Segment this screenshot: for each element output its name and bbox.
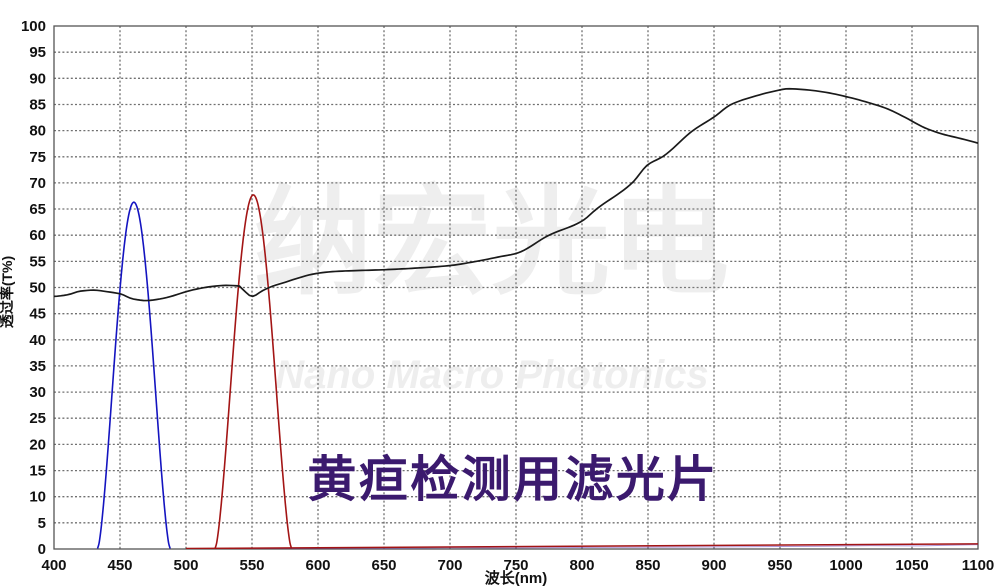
svg-text:60: 60	[29, 227, 46, 244]
svg-text:纳宏光电: 纳宏光电	[254, 177, 730, 309]
svg-text:0: 0	[38, 541, 46, 558]
svg-text:70: 70	[29, 175, 46, 192]
svg-text:45: 45	[29, 306, 46, 323]
svg-text:800: 800	[569, 557, 594, 574]
svg-text:1100: 1100	[962, 557, 995, 574]
svg-text:950: 950	[767, 557, 792, 574]
svg-text:550: 550	[239, 557, 264, 574]
svg-text:40: 40	[29, 332, 46, 349]
svg-text:15: 15	[29, 463, 46, 480]
svg-text:850: 850	[635, 557, 660, 574]
svg-text:900: 900	[701, 557, 726, 574]
svg-text:65: 65	[29, 201, 46, 218]
svg-text:黄疸检测用滤光片: 黄疸检测用滤光片	[307, 453, 718, 507]
svg-text:透过率(T%): 透过率(T%)	[0, 256, 15, 328]
svg-text:80: 80	[29, 123, 46, 140]
svg-text:95: 95	[29, 44, 46, 61]
svg-text:50: 50	[29, 280, 46, 297]
svg-text:10: 10	[29, 489, 46, 506]
svg-text:波长(nm): 波长(nm)	[485, 569, 548, 586]
svg-text:1000: 1000	[829, 557, 862, 574]
svg-text:700: 700	[437, 557, 462, 574]
svg-text:Nano Macro Photonics: Nano Macro Photonics	[275, 353, 708, 397]
svg-text:85: 85	[29, 97, 46, 114]
svg-text:90: 90	[29, 70, 46, 87]
svg-text:650: 650	[371, 557, 396, 574]
svg-text:5: 5	[38, 515, 46, 532]
svg-text:500: 500	[173, 557, 198, 574]
svg-text:30: 30	[29, 384, 46, 401]
svg-text:75: 75	[29, 149, 46, 166]
svg-text:100: 100	[21, 18, 46, 35]
svg-text:400: 400	[41, 557, 66, 574]
svg-text:35: 35	[29, 358, 46, 375]
svg-text:450: 450	[107, 557, 132, 574]
svg-text:600: 600	[305, 557, 330, 574]
svg-text:55: 55	[29, 253, 46, 270]
svg-text:1050: 1050	[895, 557, 928, 574]
svg-text:20: 20	[29, 436, 46, 453]
svg-text:25: 25	[29, 410, 46, 427]
